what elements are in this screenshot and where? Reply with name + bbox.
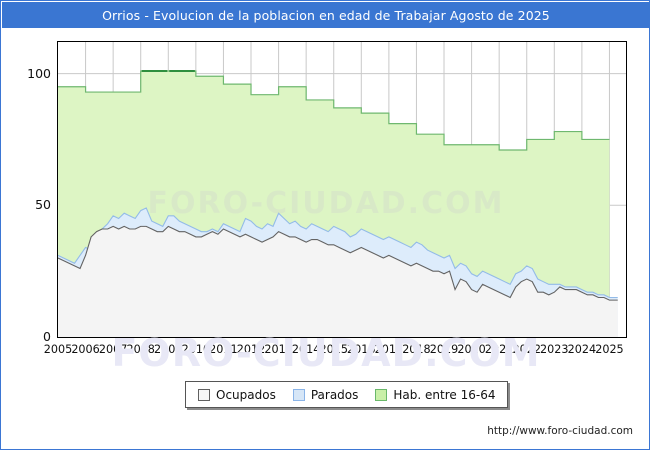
x-axis-tick: 2017 bbox=[374, 343, 404, 356]
x-axis-tick: 2014 bbox=[291, 343, 321, 356]
x-axis-tick: 2021 bbox=[484, 343, 514, 356]
page-title: Orrios - Evolucion de la poblacion en ed… bbox=[102, 7, 550, 23]
legend-item-label: Parados bbox=[310, 387, 359, 402]
footer-url: http://www.foro-ciudad.com bbox=[487, 425, 633, 437]
legend-swatch-icon bbox=[375, 388, 388, 401]
x-axis-tick: 2012 bbox=[236, 343, 266, 356]
x-axis-tick: 2016 bbox=[347, 343, 376, 356]
x-axis-tick: 2008 bbox=[126, 343, 155, 356]
legend-item[interactable]: Hab. entre 16-64 bbox=[375, 388, 495, 402]
legend-swatch-icon bbox=[198, 388, 210, 401]
legend-swatch-icon bbox=[292, 388, 305, 401]
legend-item-label: Ocupados bbox=[216, 387, 276, 402]
y-axis-labels: 0 50 100 bbox=[1, 1, 57, 344]
chart-canvas bbox=[58, 42, 626, 337]
x-axis-tick: 2024 bbox=[567, 343, 597, 356]
y-axis-tick: 0 bbox=[43, 329, 51, 344]
window-title-bar: Orrios - Evolucion de la poblacion en ed… bbox=[2, 2, 650, 28]
x-axis-tick: 2011 bbox=[209, 343, 238, 356]
legend-item-label: Hab. entre 16-64 bbox=[393, 387, 496, 402]
y-axis-tick: 100 bbox=[27, 65, 51, 81]
x-axis-tick: 2023 bbox=[540, 343, 569, 356]
x-axis-tick: 2019 bbox=[429, 343, 459, 356]
plot-area bbox=[57, 41, 627, 338]
x-axis-tick: 2005 bbox=[43, 343, 73, 356]
x-axis-tick: 2006 bbox=[71, 343, 100, 356]
x-axis-tick: 2020 bbox=[457, 343, 486, 356]
y-axis-tick: 50 bbox=[35, 197, 51, 213]
x-axis-labels: 2005 2006 2007 2008 2009 2010 2011 2012 2013 2014… bbox=[37, 343, 647, 361]
chart-legend: Ocupados Parados Hab. entre 16-64 bbox=[185, 381, 509, 408]
x-axis-tick: 2018 bbox=[402, 343, 431, 356]
legend-item[interactable]: Ocupados bbox=[198, 388, 276, 402]
x-axis-tick: 2013 bbox=[264, 343, 293, 356]
x-axis-tick: 2025 bbox=[595, 343, 624, 356]
x-axis-tick: 2010 bbox=[181, 343, 211, 356]
x-axis-tick: 2009 bbox=[154, 343, 183, 356]
legend-item[interactable]: Parados bbox=[292, 387, 359, 402]
x-axis-tick: 2015 bbox=[319, 343, 348, 356]
x-axis-tick: 2007 bbox=[98, 343, 128, 356]
x-axis-tick: 2022 bbox=[512, 343, 541, 356]
